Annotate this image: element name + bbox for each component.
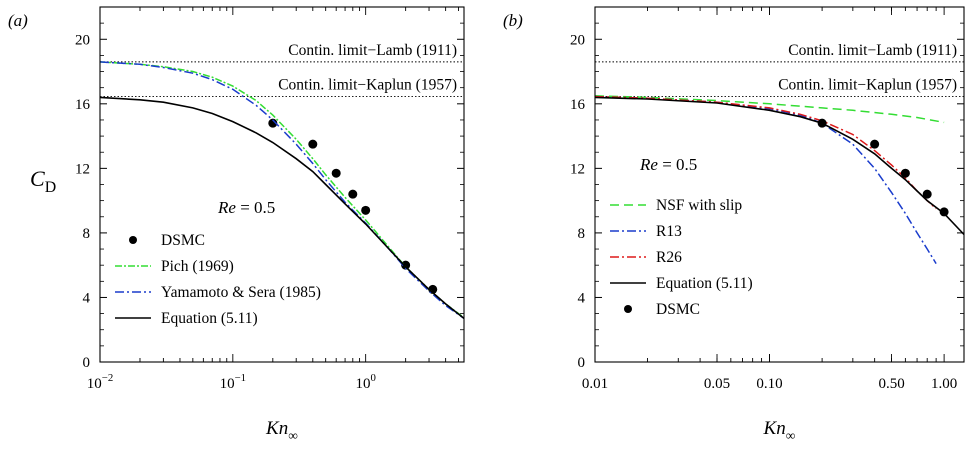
x-tick-label: 0.05 [704, 376, 730, 392]
x-tick-label: 100 [355, 372, 375, 392]
data-point [331, 168, 341, 178]
series-line [595, 96, 964, 236]
x-axis-label: Kn∞ [763, 418, 796, 443]
reference-line-label: Contin. limit−Lamb (1911) [288, 42, 457, 59]
legend-label: Yamamoto & Sera (1985) [161, 284, 321, 301]
plot-frame [594, 6, 965, 363]
x-tick-label: 1.00 [931, 376, 957, 392]
y-tick-label: 16 [75, 97, 91, 113]
series-line [595, 95, 945, 124]
legend-label: NSF with slip [656, 197, 742, 214]
legend-label: Equation (5.11) [161, 310, 258, 327]
legend-marker [624, 305, 632, 313]
x-tick-label: 10−2 [87, 372, 114, 392]
data-point [361, 205, 371, 215]
panel-label: (a) [8, 11, 28, 30]
data-point [870, 139, 880, 149]
legend-label: R26 [656, 249, 682, 266]
data-point [401, 260, 411, 270]
panel-label: (b) [503, 11, 523, 30]
x-tick-label: 0.01 [582, 376, 608, 392]
y-tick-label: 0 [578, 355, 586, 371]
y-tick-label: 12 [75, 161, 90, 177]
x-tick-label: 0.10 [756, 376, 782, 392]
series-line [100, 61, 464, 319]
series-line [100, 96, 464, 320]
x-tick-label: 0.50 [878, 376, 904, 392]
data-point [939, 207, 949, 217]
y-tick-label: 8 [578, 226, 586, 242]
data-point [900, 168, 910, 178]
legend-label: Pich (1969) [161, 258, 234, 275]
x-tick-label: 10−1 [220, 372, 247, 392]
re-annotation: Re = 0.5 [639, 155, 697, 174]
re-annotation: Re = 0.5 [217, 198, 275, 217]
x-axis-label: Kn∞ [265, 418, 298, 443]
y-tick-label: 4 [83, 290, 91, 306]
y-tick-label: 0 [83, 355, 91, 371]
data-point [268, 118, 278, 128]
legend-label: R13 [656, 223, 682, 240]
data-point [308, 139, 318, 149]
legend-label: DSMC [656, 301, 700, 318]
series-line [100, 61, 464, 320]
reference-line-label: Contin. limit−Lamb (1911) [788, 42, 957, 59]
y-tick-label: 12 [570, 161, 585, 177]
y-tick-label: 8 [83, 226, 91, 242]
data-point [348, 189, 358, 199]
series-line [595, 95, 937, 210]
plot-frame [99, 6, 465, 363]
reference-line-label: Contin. limit−Kaplun (1957) [778, 77, 957, 94]
data-point [817, 118, 827, 128]
reference-line-label: Contin. limit−Kaplun (1957) [278, 77, 457, 94]
y-tick-label: 20 [75, 32, 90, 48]
legend-marker [129, 236, 137, 244]
legend-label: Equation (5.11) [656, 275, 753, 292]
y-tick-label: 16 [570, 97, 586, 113]
y-axis-label: CD [30, 166, 56, 196]
series-line [595, 95, 937, 264]
data-point [922, 189, 932, 199]
legend-label: DSMC [161, 232, 205, 249]
y-tick-label: 4 [578, 290, 586, 306]
y-tick-label: 20 [570, 32, 585, 48]
